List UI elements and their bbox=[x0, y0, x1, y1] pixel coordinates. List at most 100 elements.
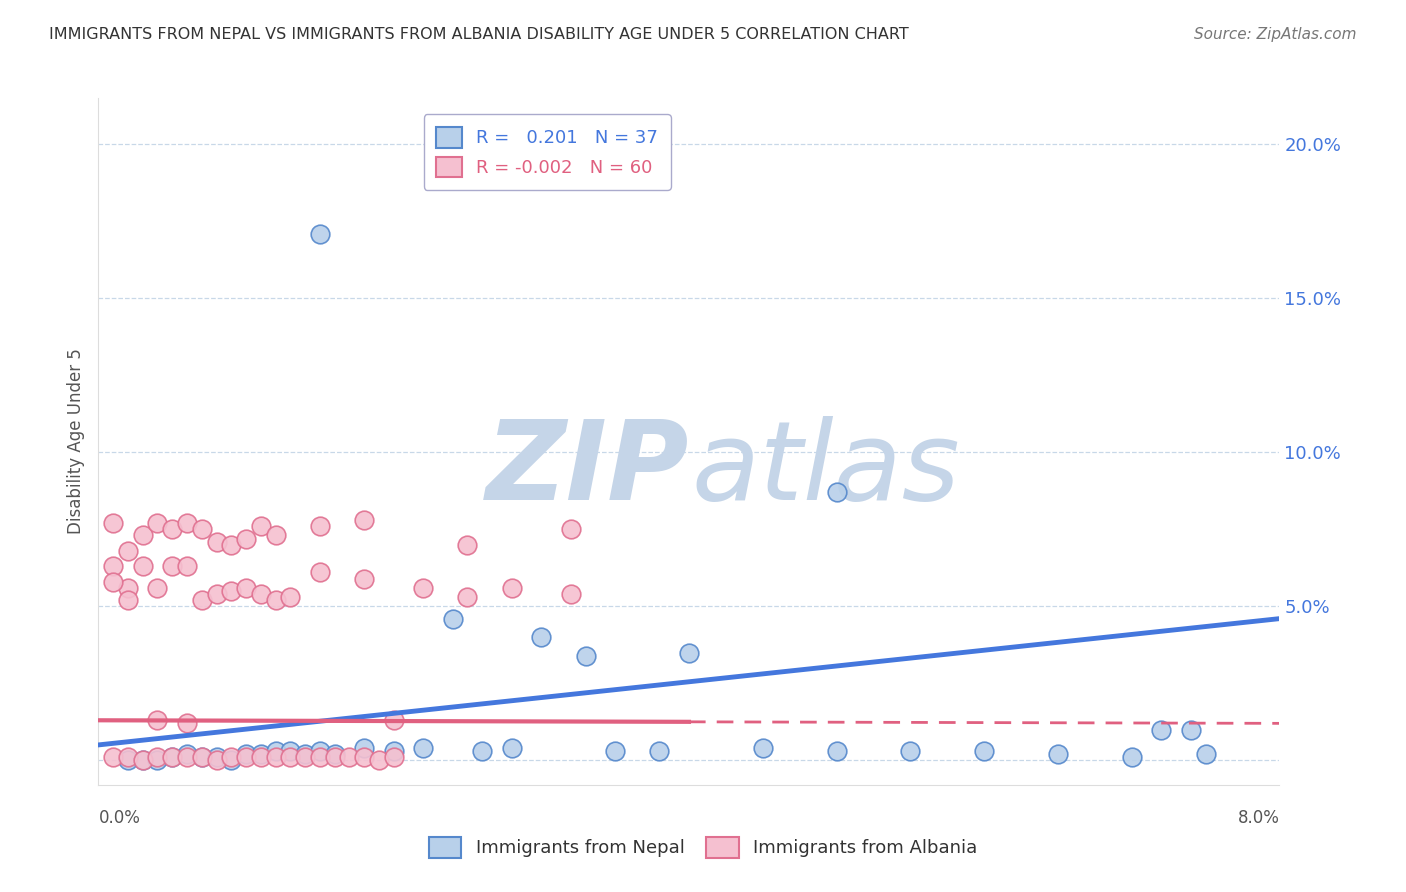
Point bbox=[353, 750, 375, 764]
Point bbox=[900, 744, 922, 758]
Point bbox=[221, 753, 243, 767]
Point bbox=[103, 574, 125, 589]
Point bbox=[382, 744, 405, 758]
Point bbox=[323, 747, 346, 761]
Point bbox=[162, 750, 183, 764]
Point bbox=[162, 559, 183, 574]
Point bbox=[323, 750, 346, 764]
Point bbox=[191, 750, 214, 764]
Point bbox=[382, 750, 405, 764]
Point bbox=[441, 612, 464, 626]
Point bbox=[575, 648, 598, 663]
Point bbox=[146, 581, 169, 595]
Point bbox=[825, 485, 848, 500]
Point bbox=[457, 590, 479, 604]
Point bbox=[205, 753, 228, 767]
Point bbox=[264, 744, 287, 758]
Point bbox=[648, 744, 671, 758]
Legend: Immigrants from Nepal, Immigrants from Albania: Immigrants from Nepal, Immigrants from A… bbox=[422, 830, 984, 865]
Point bbox=[103, 559, 125, 574]
Legend: R =   0.201   N = 37, R = -0.002   N = 60: R = 0.201 N = 37, R = -0.002 N = 60 bbox=[423, 114, 671, 190]
Point bbox=[339, 750, 361, 764]
Point bbox=[382, 713, 405, 727]
Point bbox=[250, 747, 273, 761]
Point bbox=[309, 519, 332, 533]
Text: 8.0%: 8.0% bbox=[1237, 809, 1279, 827]
Point bbox=[1046, 747, 1070, 761]
Point bbox=[205, 750, 228, 764]
Point bbox=[235, 750, 257, 764]
Point bbox=[353, 513, 375, 527]
Point bbox=[176, 559, 198, 574]
Point bbox=[176, 516, 198, 531]
Point bbox=[294, 750, 316, 764]
Point bbox=[221, 538, 243, 552]
Point bbox=[309, 744, 332, 758]
Point bbox=[1195, 747, 1218, 761]
Point bbox=[146, 516, 169, 531]
Point bbox=[162, 750, 183, 764]
Point bbox=[250, 750, 273, 764]
Point bbox=[280, 750, 302, 764]
Point bbox=[191, 750, 214, 764]
Point bbox=[117, 753, 139, 767]
Point bbox=[132, 559, 155, 574]
Point bbox=[752, 741, 775, 756]
Point bbox=[117, 581, 139, 595]
Point bbox=[132, 753, 155, 767]
Point bbox=[353, 572, 375, 586]
Point bbox=[560, 522, 582, 536]
Point bbox=[250, 587, 273, 601]
Point bbox=[146, 753, 169, 767]
Point bbox=[103, 516, 125, 531]
Point bbox=[176, 716, 198, 731]
Point bbox=[560, 587, 582, 601]
Point bbox=[530, 630, 553, 644]
Point bbox=[294, 747, 316, 761]
Point bbox=[678, 646, 700, 660]
Point bbox=[103, 750, 125, 764]
Point bbox=[309, 227, 332, 241]
Point bbox=[146, 750, 169, 764]
Point bbox=[1180, 723, 1202, 737]
Point bbox=[280, 744, 302, 758]
Point bbox=[605, 744, 627, 758]
Text: 0.0%: 0.0% bbox=[98, 809, 141, 827]
Point bbox=[412, 741, 434, 756]
Text: IMMIGRANTS FROM NEPAL VS IMMIGRANTS FROM ALBANIA DISABILITY AGE UNDER 5 CORRELAT: IMMIGRANTS FROM NEPAL VS IMMIGRANTS FROM… bbox=[49, 27, 908, 42]
Point bbox=[132, 753, 155, 767]
Point bbox=[457, 538, 479, 552]
Point bbox=[191, 522, 214, 536]
Point bbox=[825, 744, 848, 758]
Point bbox=[264, 528, 287, 542]
Point bbox=[117, 593, 139, 607]
Point bbox=[176, 747, 198, 761]
Point bbox=[221, 583, 243, 598]
Point bbox=[1150, 723, 1173, 737]
Point bbox=[176, 750, 198, 764]
Point bbox=[205, 587, 228, 601]
Text: ZIP: ZIP bbox=[485, 416, 689, 523]
Point bbox=[501, 741, 523, 756]
Point bbox=[146, 713, 169, 727]
Point bbox=[280, 590, 302, 604]
Point bbox=[117, 544, 139, 558]
Point bbox=[235, 581, 257, 595]
Point bbox=[235, 532, 257, 546]
Point bbox=[1121, 750, 1143, 764]
Point bbox=[501, 581, 523, 595]
Point bbox=[235, 747, 257, 761]
Point bbox=[205, 534, 228, 549]
Point bbox=[264, 750, 287, 764]
Point bbox=[309, 750, 332, 764]
Point bbox=[471, 744, 494, 758]
Point bbox=[162, 522, 183, 536]
Point bbox=[973, 744, 995, 758]
Point bbox=[412, 581, 434, 595]
Point bbox=[353, 741, 375, 756]
Point bbox=[132, 528, 155, 542]
Point bbox=[191, 593, 214, 607]
Point bbox=[221, 750, 243, 764]
Text: atlas: atlas bbox=[692, 416, 960, 523]
Point bbox=[368, 753, 391, 767]
